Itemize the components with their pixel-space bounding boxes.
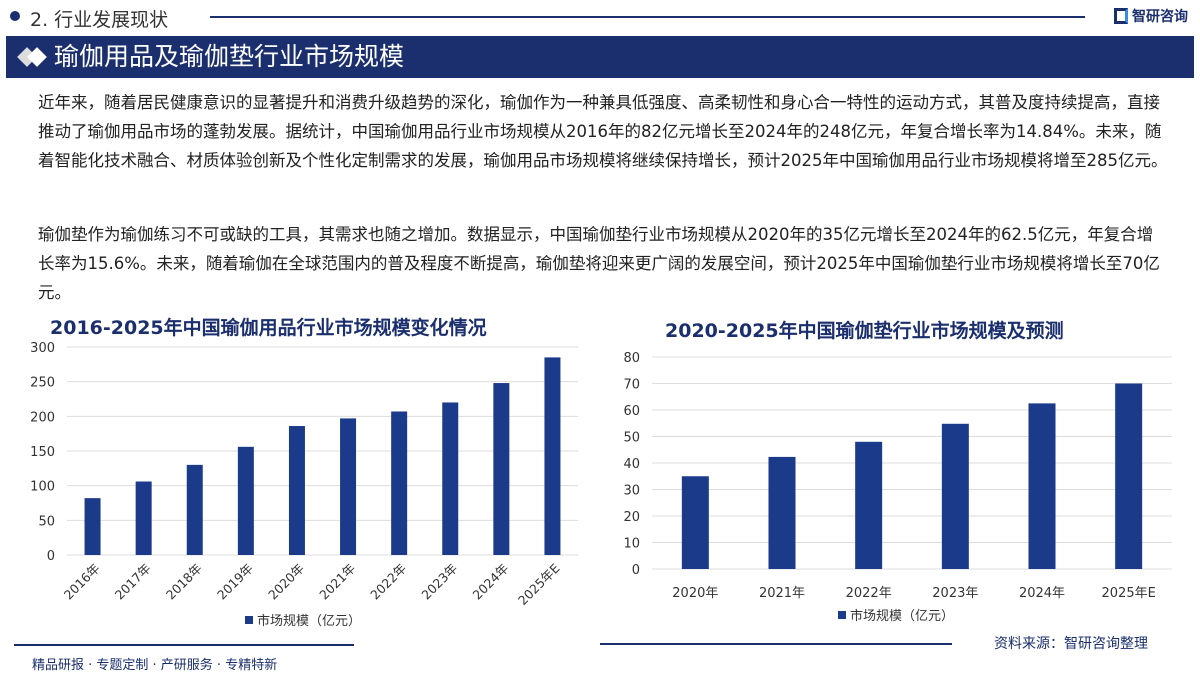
legend-swatch	[838, 611, 846, 619]
logo-icon	[1114, 8, 1128, 24]
y-tick-label: 10	[623, 537, 640, 552]
bar	[1115, 383, 1143, 569]
y-tick-label: 100	[30, 480, 55, 495]
bar	[391, 411, 408, 555]
bar	[237, 446, 254, 555]
y-tick-label: 80	[623, 351, 640, 366]
footer-divider	[600, 643, 952, 645]
y-tick-label: 0	[47, 549, 55, 564]
y-tick-label: 250	[30, 376, 55, 391]
y-tick-label: 50	[623, 431, 640, 446]
bar	[135, 481, 152, 555]
x-tick-label: 2018年	[163, 561, 205, 603]
y-tick-label: 30	[623, 484, 640, 499]
bar	[84, 498, 101, 555]
y-tick-label: 60	[623, 404, 640, 419]
bar	[1028, 403, 1056, 569]
chart1-title: 2016-2025年中国瑜伽用品行业市场规模变化情况	[50, 317, 487, 339]
x-tick-label: 2024年	[470, 561, 512, 603]
bullet-icon	[10, 11, 20, 21]
y-tick-label: 50	[38, 514, 55, 529]
source-note: 资料来源：智研咨询整理	[994, 636, 1148, 652]
section-title: 2. 行业发展现状	[30, 9, 169, 31]
bar	[442, 402, 459, 555]
x-tick-label: 2017年	[112, 561, 154, 603]
brand-logo: 智研咨询	[1114, 6, 1188, 26]
footer-slogan: 精品研报 · 专题定制 · 产研服务 · 专精特新	[32, 658, 278, 673]
paragraph-1: 近年来，随着居民健康意识的显著提升和消费升级趋势的深化，瑜伽作为一种兼具低强度、…	[38, 93, 1168, 170]
x-tick-label: 2025年E	[515, 560, 563, 608]
bar	[288, 426, 305, 555]
x-tick-label: 2022年	[846, 586, 892, 601]
bar	[941, 423, 969, 569]
footer-divider	[14, 644, 354, 646]
y-tick-label: 300	[30, 341, 55, 356]
divider	[210, 16, 1085, 18]
x-tick-label: 2021年	[316, 561, 358, 603]
bar	[544, 357, 561, 555]
x-tick-label: 2020年	[672, 586, 718, 601]
x-tick-label: 2022年	[367, 561, 409, 603]
x-tick-label: 2025年E	[1102, 586, 1156, 601]
x-tick-label: 2019年	[214, 561, 256, 603]
y-tick-label: 0	[632, 563, 640, 578]
y-tick-label: 70	[623, 378, 640, 393]
title-banner: 瑜伽用品及瑜伽垫行业市场规模	[6, 36, 1194, 78]
bar	[681, 476, 709, 569]
y-tick-label: 200	[30, 410, 55, 425]
x-tick-label: 2024年	[1019, 586, 1065, 601]
bar	[186, 464, 203, 555]
y-tick-label: 150	[30, 445, 55, 460]
legend-label: 市场规模（亿元）	[257, 613, 361, 629]
legend-label: 市场规模（亿元）	[850, 608, 954, 624]
bar	[340, 418, 357, 555]
x-tick-label: 2016年	[61, 561, 103, 603]
y-tick-label: 20	[623, 510, 640, 525]
brand-name: 智研咨询	[1132, 9, 1188, 25]
x-tick-label: 2023年	[418, 561, 460, 603]
x-tick-label: 2021年	[759, 586, 805, 601]
page-title: 瑜伽用品及瑜伽垫行业市场规模	[54, 42, 405, 71]
chart2-title: 2020-2025年中国瑜伽垫行业市场规模及预测	[665, 320, 1064, 342]
bar	[493, 383, 510, 555]
bar	[768, 456, 796, 569]
y-tick-label: 40	[623, 457, 640, 472]
top-bar: 2. 行业发展现状 智研咨询	[0, 0, 1200, 34]
paragraph-2: 瑜伽垫作为瑜伽练习不可或缺的工具，其需求也随之增加。数据显示，中国瑜伽垫行业市场…	[38, 225, 1160, 302]
legend-swatch	[245, 616, 253, 624]
x-tick-label: 2020年	[265, 561, 307, 603]
bar	[855, 441, 883, 569]
x-tick-label: 2023年	[932, 586, 978, 601]
